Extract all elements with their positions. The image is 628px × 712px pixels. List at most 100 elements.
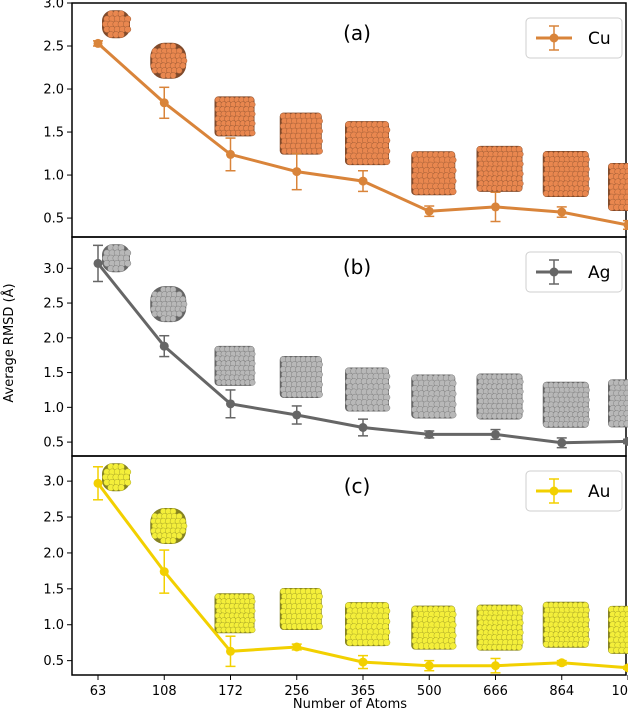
data-point [159, 98, 169, 108]
plot-frame [71, 455, 627, 676]
x-tick-label: 256 [284, 684, 309, 699]
nanoparticle-image [279, 112, 323, 155]
x-tick-label: 172 [218, 684, 243, 699]
nanoparticle-image [542, 151, 590, 198]
atom [249, 129, 256, 137]
x-tick-label: 1099 [611, 684, 628, 699]
atom [582, 190, 589, 197]
data-point [93, 38, 103, 48]
atom [624, 178, 628, 186]
panel-label: (c) [344, 474, 371, 498]
atom [179, 305, 187, 313]
nanoparticle-image [102, 463, 132, 492]
atom [624, 384, 628, 392]
data-point [159, 341, 169, 351]
nanoparticle-image [150, 508, 188, 544]
atom [515, 185, 523, 192]
atom [124, 259, 132, 267]
panel-label: (b) [343, 255, 371, 279]
chart-panel-ag: 0.5 1.0 1.5 2.0 2.5 3.0 (b) Ag [43, 236, 628, 457]
data-point [226, 399, 235, 409]
chart-panel-au: 0.5 1.0 1.5 2.0 2.5 3.0 (c) Au [43, 455, 628, 676]
y-tick-label: 2.5 [43, 511, 64, 526]
atom [449, 188, 457, 196]
y-tick-label: 0.5 [43, 436, 64, 451]
atom [624, 611, 628, 618]
nanoparticle-image [476, 145, 524, 192]
data-point [159, 567, 169, 577]
atom [175, 532, 183, 539]
data-point [557, 658, 567, 668]
y-axis-label: Average RMSD (Å) [1, 283, 17, 402]
data-point [292, 642, 302, 652]
y-tick-label: 1.0 [43, 401, 64, 416]
data-point [358, 657, 368, 667]
y-tick-label: 1.5 [43, 366, 64, 381]
y-tick-label: 2.0 [43, 331, 64, 346]
nanoparticle-image [214, 593, 256, 634]
y-tick-label: 3.0 [43, 0, 64, 12]
data-point [557, 438, 567, 448]
nanoparticle-image [542, 381, 590, 428]
atom [624, 621, 628, 629]
nanoparticle-image [411, 374, 457, 419]
atom [623, 646, 628, 654]
x-tick-label: 864 [549, 684, 574, 699]
legend: Ag [525, 251, 623, 293]
y-tick-label: 2.5 [43, 40, 64, 55]
nanoparticle-image [102, 244, 132, 273]
panel-label: (a) [343, 21, 371, 45]
data-point [358, 422, 368, 432]
atom [623, 203, 628, 211]
legend-box [525, 17, 623, 59]
atom [316, 623, 323, 630]
data-point [623, 220, 628, 230]
x-tick-label: 365 [351, 684, 376, 699]
atom [175, 310, 183, 318]
y-tick-label: 1.5 [43, 126, 64, 141]
nanoparticle-image [345, 121, 391, 166]
nanoparticle-image [411, 151, 457, 196]
atom [624, 198, 628, 206]
y-tick-label: 2.0 [43, 546, 64, 561]
legend-marker [549, 267, 559, 277]
data-point [623, 436, 628, 446]
atom [117, 484, 125, 492]
atom [383, 157, 391, 166]
atom [169, 315, 177, 322]
x-tick-label: 500 [417, 684, 442, 699]
y-tick-label: 1.0 [43, 169, 64, 184]
nanoparticle-image [279, 355, 323, 398]
atom [169, 72, 177, 79]
data-point [226, 646, 235, 656]
nanoparticle-image [345, 602, 391, 647]
nanoparticle-image [476, 604, 524, 651]
nanoparticle-image [411, 605, 457, 650]
y-tick-label: 1.5 [43, 582, 64, 597]
atom [515, 643, 523, 651]
y-tick-label: 0.5 [43, 654, 64, 669]
atom [624, 394, 628, 402]
data-point [424, 661, 434, 671]
atom [117, 31, 125, 39]
atom [316, 391, 323, 398]
y-tick-label: 2.5 [43, 297, 64, 312]
legend-label: Cu [588, 29, 611, 49]
atom [175, 67, 183, 74]
nanoparticle-image [345, 367, 391, 412]
atom [624, 168, 628, 176]
data-point [226, 149, 235, 159]
nanoparticle-image [608, 379, 628, 428]
data-point [491, 202, 500, 212]
atom [624, 405, 628, 412]
y-tick-label: 2.0 [43, 83, 64, 98]
data-point [491, 429, 500, 439]
nanoparticle-image [214, 96, 256, 137]
atom [624, 188, 628, 196]
nanoparticle-image [542, 601, 590, 648]
atom [449, 642, 457, 650]
atom [624, 631, 628, 639]
nanoparticle-image [608, 605, 628, 654]
nanoparticle-image [608, 162, 628, 211]
